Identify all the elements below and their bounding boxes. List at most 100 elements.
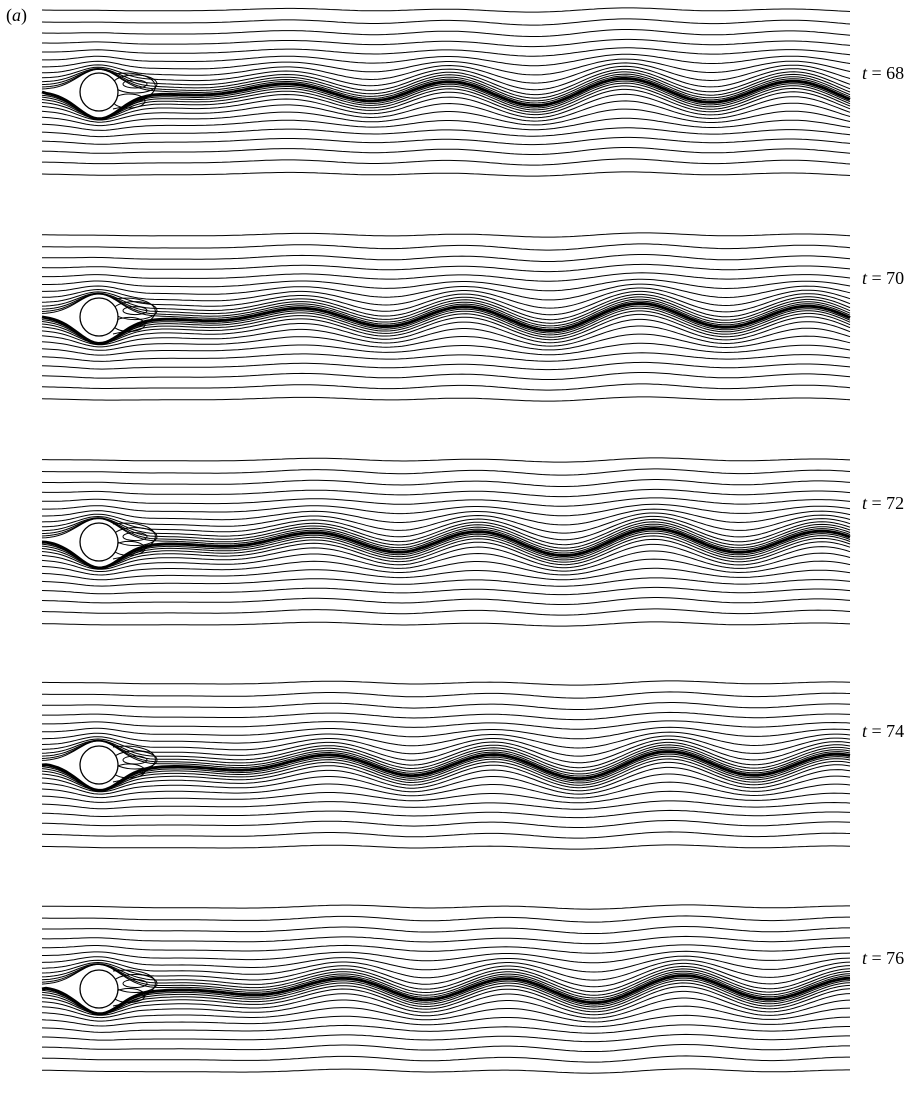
streamline xyxy=(41,18,851,26)
streamline xyxy=(41,597,851,605)
streamline xyxy=(41,342,851,356)
time-value: 76 xyxy=(886,948,905,968)
streamline xyxy=(41,985,851,1015)
streamline xyxy=(41,293,851,324)
streamline xyxy=(41,396,851,402)
streamline xyxy=(41,963,851,999)
wake-separation-line xyxy=(112,72,156,110)
streamline xyxy=(41,1005,851,1023)
streamline xyxy=(42,1044,850,1052)
streamline xyxy=(41,325,851,348)
streamline xyxy=(41,961,851,988)
streamline xyxy=(41,307,851,344)
dividing-streamline xyxy=(41,750,851,792)
streamline xyxy=(42,53,851,67)
panel-label: (a) xyxy=(6,6,27,24)
streamline-frame-3: t = 74 xyxy=(0,673,920,888)
streamline xyxy=(42,503,851,517)
streamline xyxy=(41,532,851,568)
time-label-1: t = 70 xyxy=(862,269,904,287)
streamline xyxy=(41,755,851,791)
streamline xyxy=(42,680,851,686)
streamline xyxy=(41,781,851,799)
streamline xyxy=(41,543,851,570)
streamline xyxy=(41,497,851,507)
time-label-0: t = 68 xyxy=(862,64,904,82)
streamline xyxy=(41,512,851,534)
streamline xyxy=(41,955,851,973)
streamline xyxy=(41,136,851,146)
streamline xyxy=(41,1024,850,1034)
streamline xyxy=(41,100,851,123)
streamline xyxy=(41,383,851,391)
time-equals: = xyxy=(867,948,887,968)
streamline xyxy=(41,85,851,119)
streamline xyxy=(42,272,851,282)
streamline xyxy=(41,558,851,576)
streamline xyxy=(42,944,850,954)
streamline xyxy=(41,844,851,850)
dividing-streamline xyxy=(41,302,851,346)
streamline xyxy=(41,68,851,99)
streamline xyxy=(41,67,851,96)
streamline xyxy=(41,313,851,345)
streamline xyxy=(41,550,851,572)
streamline xyxy=(42,232,851,238)
cylinder xyxy=(79,969,119,1009)
streamline xyxy=(41,372,851,380)
streamline xyxy=(41,809,851,819)
streamline xyxy=(41,292,851,321)
streamline xyxy=(42,62,851,84)
streamline xyxy=(41,293,851,327)
streamline xyxy=(41,758,851,791)
streamline xyxy=(42,915,850,923)
streamline xyxy=(41,7,851,13)
streamline xyxy=(41,831,851,839)
streamline xyxy=(41,753,851,791)
streamline xyxy=(41,310,851,344)
upper-recirculation-bubble xyxy=(112,74,158,94)
dividing-streamline xyxy=(41,77,851,121)
streamline xyxy=(41,740,851,772)
time-label-2: t = 72 xyxy=(862,494,904,512)
streamline-plot-1 xyxy=(41,232,851,402)
streamline xyxy=(41,735,851,757)
streamline xyxy=(41,517,851,549)
streamline xyxy=(41,997,851,1019)
streamline xyxy=(41,567,851,581)
streamline xyxy=(42,711,851,721)
streamline xyxy=(41,352,851,362)
upper-recirculation-core xyxy=(122,532,148,542)
streamline-plot-0 xyxy=(41,7,851,177)
cylinder xyxy=(79,72,119,112)
streamline xyxy=(41,263,851,273)
streamline xyxy=(41,738,851,764)
streamline xyxy=(41,515,851,541)
streamline xyxy=(41,608,851,616)
time-variable: t xyxy=(862,721,868,741)
streamline xyxy=(41,740,851,775)
streamline xyxy=(41,361,851,371)
streamline xyxy=(41,117,851,131)
streamline xyxy=(41,1014,851,1028)
time-value: 70 xyxy=(886,268,905,288)
streamline-frame-0: t = 68 xyxy=(0,0,920,215)
streamline xyxy=(42,1033,850,1043)
streamline xyxy=(41,959,851,981)
wake-separation-line xyxy=(112,522,156,560)
streamline xyxy=(41,1068,850,1074)
streamline xyxy=(41,479,851,487)
streamline xyxy=(42,287,851,309)
streamline xyxy=(42,47,851,57)
streamline xyxy=(41,800,851,810)
streamline xyxy=(42,158,851,166)
time-variable: t xyxy=(862,493,868,513)
streamline xyxy=(41,904,850,910)
streamline xyxy=(42,508,851,526)
streamline-frame-1: t = 70 xyxy=(0,225,920,440)
streamline-frame-2: t = 72 xyxy=(0,450,920,665)
time-equals: = xyxy=(867,268,887,288)
streamline xyxy=(41,488,851,498)
streamline xyxy=(41,468,851,476)
upper-recirculation-core xyxy=(122,79,148,89)
